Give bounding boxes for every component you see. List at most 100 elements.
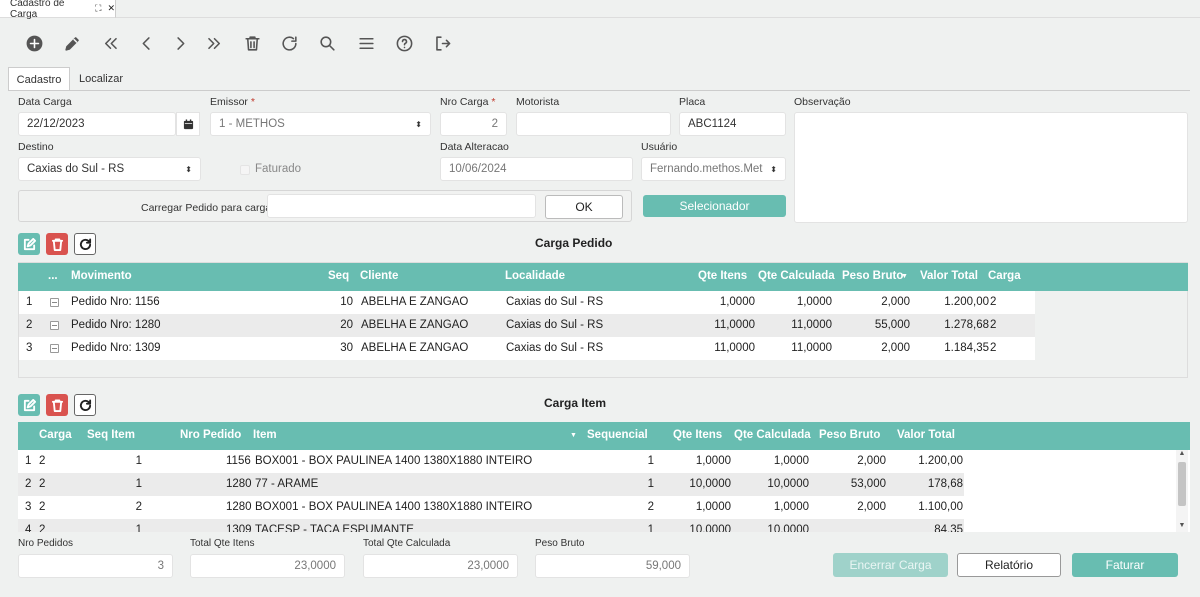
sort-desc-icon[interactable]: ▼ xyxy=(901,273,908,280)
edit-button[interactable] xyxy=(60,32,84,54)
scroll-down-icon[interactable]: ▼ xyxy=(1178,522,1186,529)
close-icon[interactable]: ✕ xyxy=(107,3,115,13)
col-qte-calculada[interactable]: Qte Calculada xyxy=(734,429,811,441)
search-button[interactable] xyxy=(315,32,339,54)
table-row[interactable]: 1 Pedido Nro: 1156 10 ABELHA E ZANGAO Ca… xyxy=(19,291,1035,314)
refresh-item-button[interactable] xyxy=(74,394,96,416)
data-alteracao-label: Data Alteracao xyxy=(440,141,509,153)
col-peso-bruto[interactable]: Peso Bruto xyxy=(819,429,881,441)
delete-button[interactable] xyxy=(240,32,264,54)
cell-qte-calculada: 1,0000 xyxy=(773,501,809,513)
cell-peso-bruto: 2,000 xyxy=(881,296,910,308)
expand-row-icon[interactable] xyxy=(50,321,59,330)
faturado-checkbox[interactable] xyxy=(240,165,250,175)
refresh-button[interactable] xyxy=(277,32,301,54)
cell-movimento: Pedido Nro: 1309 xyxy=(71,342,161,354)
last-record-button[interactable] xyxy=(202,32,226,54)
data-carga-input[interactable]: 22/12/2023 xyxy=(18,112,176,136)
cell-qte-calculada: 11,0000 xyxy=(791,319,832,331)
destino-select[interactable]: Caxias do Sul - RS ⬍ xyxy=(18,157,201,181)
table-row[interactable]: 4 2 1 1309 TACESP - TACA ESPUMANTE 1 10.… xyxy=(18,519,964,532)
next-icon xyxy=(176,36,184,50)
ok-button[interactable]: OK xyxy=(545,195,623,219)
col-movimento[interactable]: Movimento xyxy=(71,270,132,282)
col-qte-itens[interactable]: Qte Itens xyxy=(698,270,748,282)
col-sequencial[interactable]: Sequencial xyxy=(587,429,648,441)
cell-qte-itens: 10.0000 xyxy=(689,524,731,532)
col-peso-bruto[interactable]: Peso Bruto xyxy=(842,270,904,282)
selecionador-button[interactable]: Selecionador xyxy=(643,195,786,217)
col-valor-total[interactable]: Valor Total xyxy=(920,270,978,282)
refresh-pedido-button[interactable] xyxy=(74,233,96,255)
expand-row-icon[interactable] xyxy=(50,344,59,353)
carga-item-title: Carga Item xyxy=(544,396,607,410)
exit-button[interactable] xyxy=(430,32,454,54)
carga-item-grid: Carga Seq Item Nro Pedido Item ▼ Sequenc… xyxy=(18,422,1190,532)
expand-row-icon[interactable] xyxy=(50,298,59,307)
add-circle-icon xyxy=(26,35,42,51)
placa-label: Placa xyxy=(679,96,706,108)
carregar-pedido-input[interactable] xyxy=(267,194,536,218)
motorista-input[interactable] xyxy=(516,112,671,136)
table-row[interactable]: 3 2 2 1280 BOX001 - BOX PAULINEA 1400 13… xyxy=(18,496,964,519)
col-seq-item[interactable]: Seq Item xyxy=(87,429,135,441)
edit-item-button[interactable] xyxy=(18,394,40,416)
table-row[interactable]: 2 2 1 1280 77 - ARAME 1 10,0000 10,0000 … xyxy=(18,473,964,496)
relatorio-button[interactable]: Relatório xyxy=(957,553,1061,577)
document-tab[interactable]: Cadastro de Carga ⛶ ✕ xyxy=(0,0,116,20)
scroll-up-icon[interactable]: ▲ xyxy=(1178,450,1186,457)
table-row[interactable]: 3 Pedido Nro: 1309 30 ABELHA E ZANGAO Ca… xyxy=(19,337,1035,360)
placa-input[interactable]: ABC1124 xyxy=(679,112,786,136)
sort-desc-icon[interactable]: ▼ xyxy=(570,432,577,439)
edit-pedido-button[interactable] xyxy=(18,233,40,255)
delete-item-button[interactable] xyxy=(46,394,68,416)
table-row[interactable]: 1 2 1 1156 BOX001 - BOX PAULINEA 1400 13… xyxy=(18,450,964,473)
total-qte-calculada-value: 23,0000 xyxy=(363,554,518,578)
menu-button[interactable] xyxy=(354,32,378,54)
tab-cadastro[interactable]: Cadastro xyxy=(8,67,70,91)
next-record-button[interactable] xyxy=(168,32,192,54)
faturar-button[interactable]: Faturar xyxy=(1072,553,1178,577)
col-qte-itens[interactable]: Qte Itens xyxy=(673,429,723,441)
cell-seq-item: 1 xyxy=(135,478,142,490)
col-item[interactable]: Item xyxy=(253,429,277,441)
observacao-textarea[interactable] xyxy=(794,112,1188,223)
cell-seq: 20 xyxy=(340,319,353,331)
emissor-select[interactable]: 1 - METHOS ⬍ xyxy=(210,112,431,136)
col-carga[interactable]: Carga xyxy=(988,270,1021,282)
nro-carga-input[interactable]: 2 xyxy=(440,112,507,136)
row-number: 3 xyxy=(26,342,33,354)
first-record-button[interactable] xyxy=(98,32,122,54)
vertical-scrollbar[interactable]: ▲ ▼ xyxy=(1176,450,1188,532)
encerrar-carga-button[interactable]: Encerrar Carga xyxy=(833,553,948,577)
total-qte-itens-label: Total Qte Itens xyxy=(190,538,255,549)
col-seq[interactable]: Seq xyxy=(328,270,350,282)
previous-record-button[interactable] xyxy=(134,32,158,54)
cell-item: 77 - ARAME xyxy=(255,478,319,490)
table-row[interactable]: 2 Pedido Nro: 1280 20 ABELHA E ZANGAO Ca… xyxy=(19,314,1035,337)
cell-sequencial: 1 xyxy=(647,478,654,490)
carga-item-header: Carga Seq Item Nro Pedido Item ▼ Sequenc… xyxy=(18,422,1190,450)
col-qte-calculada[interactable]: Qte Calculada xyxy=(758,270,835,282)
col-valor-total[interactable]: Valor Total xyxy=(897,429,955,441)
col-nro-pedido[interactable]: Nro Pedido xyxy=(180,429,242,441)
col-localidade[interactable]: Localidade xyxy=(505,270,566,282)
cell-valor-total: 1.200,00 xyxy=(918,455,963,467)
maximize-icon[interactable]: ⛶ xyxy=(95,3,102,13)
destino-label: Destino xyxy=(18,141,54,153)
delete-pedido-button[interactable] xyxy=(46,233,68,255)
calendar-button[interactable] xyxy=(176,112,200,136)
peso-bruto-value: 59,000 xyxy=(535,554,690,578)
total-qte-calculada-label: Total Qte Calculada xyxy=(363,538,451,549)
tab-localizar[interactable]: Localizar xyxy=(78,73,124,85)
col-cliente[interactable]: Cliente xyxy=(360,270,399,282)
cell-sequencial: 1 xyxy=(647,455,654,467)
col-ellipsis[interactable]: ... xyxy=(48,270,58,282)
exit-icon xyxy=(435,35,450,51)
help-button[interactable] xyxy=(392,32,416,54)
scrollbar-thumb[interactable] xyxy=(1178,462,1186,506)
col-carga[interactable]: Carga xyxy=(39,429,72,441)
add-button[interactable] xyxy=(22,32,46,54)
data-alteracao-input[interactable]: 10/06/2024 xyxy=(440,157,633,181)
usuario-select[interactable]: Fernando.methos.Met ⬍ xyxy=(641,157,786,181)
